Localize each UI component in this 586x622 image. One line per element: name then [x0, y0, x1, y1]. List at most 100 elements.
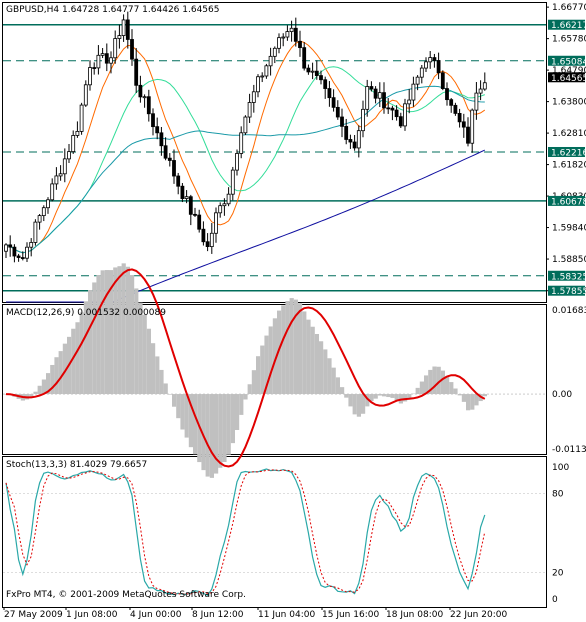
price-marker-label-6: 1.57855 [551, 287, 586, 297]
candle-body-111 [470, 109, 475, 144]
price-tick-label-1: 1.65780 [552, 35, 586, 45]
candle-body-60 [256, 76, 260, 93]
candle-body-93 [394, 109, 399, 118]
price-marker-label-2: 1.64565 [551, 74, 586, 84]
macd-bar-107 [453, 388, 458, 395]
macd-bar-76 [323, 349, 328, 395]
candle-body-14 [62, 158, 67, 175]
candle-body-96 [407, 99, 412, 105]
time-tick-label-5: 15 Jun 16:00 [322, 610, 379, 620]
macd-bar-35 [151, 343, 156, 395]
macd-bar-8 [37, 385, 42, 395]
candle-body-104 [440, 72, 445, 89]
candle-body-88 [373, 88, 378, 99]
macd-bar-61 [260, 345, 265, 395]
candle-body-101 [428, 57, 433, 63]
candle-body-31 [134, 58, 139, 86]
candle-body-85 [361, 108, 365, 132]
macd-bar-98 [415, 387, 420, 395]
candle-body-33 [142, 96, 147, 99]
stoch-tick-label-0: 100 [552, 463, 569, 473]
candle-body-0 [4, 244, 8, 252]
macd-tick-label-1: 0.00 [552, 390, 572, 400]
macd-bar-10 [46, 373, 51, 395]
candle-body-8 [37, 215, 42, 223]
price-marker-box-6 [548, 285, 585, 296]
macd-bar-16 [71, 328, 76, 395]
macd-bar-27 [117, 266, 122, 395]
macd-signal-line [5, 268, 486, 468]
macd-bar-17 [75, 322, 80, 395]
macd-bar-32 [138, 302, 143, 395]
macd-bar-24 [104, 270, 109, 395]
macd-bar-105 [445, 376, 450, 395]
price-tick-label-8: 1.58850 [552, 255, 586, 265]
candle-body-74 [314, 70, 319, 76]
candle-body-94 [398, 116, 403, 127]
macd-bar-9 [41, 379, 46, 395]
stoch-signal-line [5, 469, 486, 595]
candle-body-38 [163, 145, 168, 159]
candle-body-100 [424, 61, 428, 69]
candle-body-67 [285, 31, 290, 38]
candle-body-77 [327, 88, 332, 99]
macd-bar-28 [121, 263, 126, 395]
candle-body-57 [243, 116, 248, 134]
candle-body-27 [117, 35, 122, 39]
macd-bar-37 [159, 369, 164, 395]
candle-body-78 [331, 97, 336, 108]
macd-bar-69 [293, 299, 298, 395]
macd-bar-29 [125, 266, 130, 395]
macd-bar-110 [466, 394, 471, 411]
candle-body-102 [432, 57, 437, 61]
copyright-text: FxPro MT4, © 2001-2009 MetaQuotes Softwa… [6, 590, 246, 600]
macd-bar-50 [214, 394, 219, 474]
macd-bar-56 [239, 394, 244, 415]
macd-bar-51 [218, 394, 223, 468]
time-tick-label-4: 11 Jun 04:00 [258, 610, 315, 620]
macd-bar-84 [356, 394, 361, 417]
time-tick-label-3: 8 Jun 12:00 [192, 610, 244, 620]
macd-bar-64 [272, 318, 277, 395]
candle-body-110 [466, 126, 470, 144]
candle-body-99 [419, 67, 424, 78]
macd-bar-77 [327, 358, 332, 395]
macd-bar-100 [424, 375, 429, 395]
price-marker-box-1 [548, 55, 585, 66]
candle-body-90 [382, 92, 386, 109]
macd-bar-39 [167, 394, 172, 395]
candle-body-47 [201, 228, 206, 243]
macd-bar-58 [247, 384, 252, 395]
candle-body-75 [319, 75, 323, 81]
macd-bar-65 [277, 310, 282, 395]
candle-body-53 [226, 193, 231, 205]
price-marker-box-5 [548, 270, 585, 281]
price-marker-label-3: 1.62216 [551, 148, 586, 158]
stoch-tick-label-2: 20 [552, 569, 564, 579]
candle-body-50 [214, 212, 218, 234]
candle-body-7 [33, 221, 38, 243]
candle-body-83 [352, 141, 357, 149]
macd-bar-81 [344, 394, 349, 398]
macd-bar-70 [298, 303, 303, 395]
candle-body-68 [289, 27, 294, 33]
candle-body-48 [205, 241, 210, 248]
candle-body-41 [176, 175, 181, 187]
candle-body-112 [474, 92, 479, 111]
candle-body-24 [104, 53, 109, 64]
macd-bar-83 [352, 394, 357, 415]
candle-body-63 [268, 55, 273, 67]
price-title: GBPUSD,H4 1.64728 1.64777 1.64426 1.6456… [6, 5, 219, 15]
candle-body-12 [54, 175, 59, 185]
candle-body-10 [46, 199, 50, 209]
candle-body-9 [41, 207, 46, 217]
macd-bar-21 [92, 282, 97, 395]
candle-body-84 [356, 130, 361, 149]
price-tick-label-2: 1.64790 [552, 66, 586, 76]
candle-body-76 [323, 79, 328, 89]
macd-bar-87 [369, 394, 374, 402]
candle-body-21 [92, 67, 97, 69]
macd-bar-14 [62, 343, 67, 395]
price-tick-label-7: 1.59840 [552, 224, 586, 234]
